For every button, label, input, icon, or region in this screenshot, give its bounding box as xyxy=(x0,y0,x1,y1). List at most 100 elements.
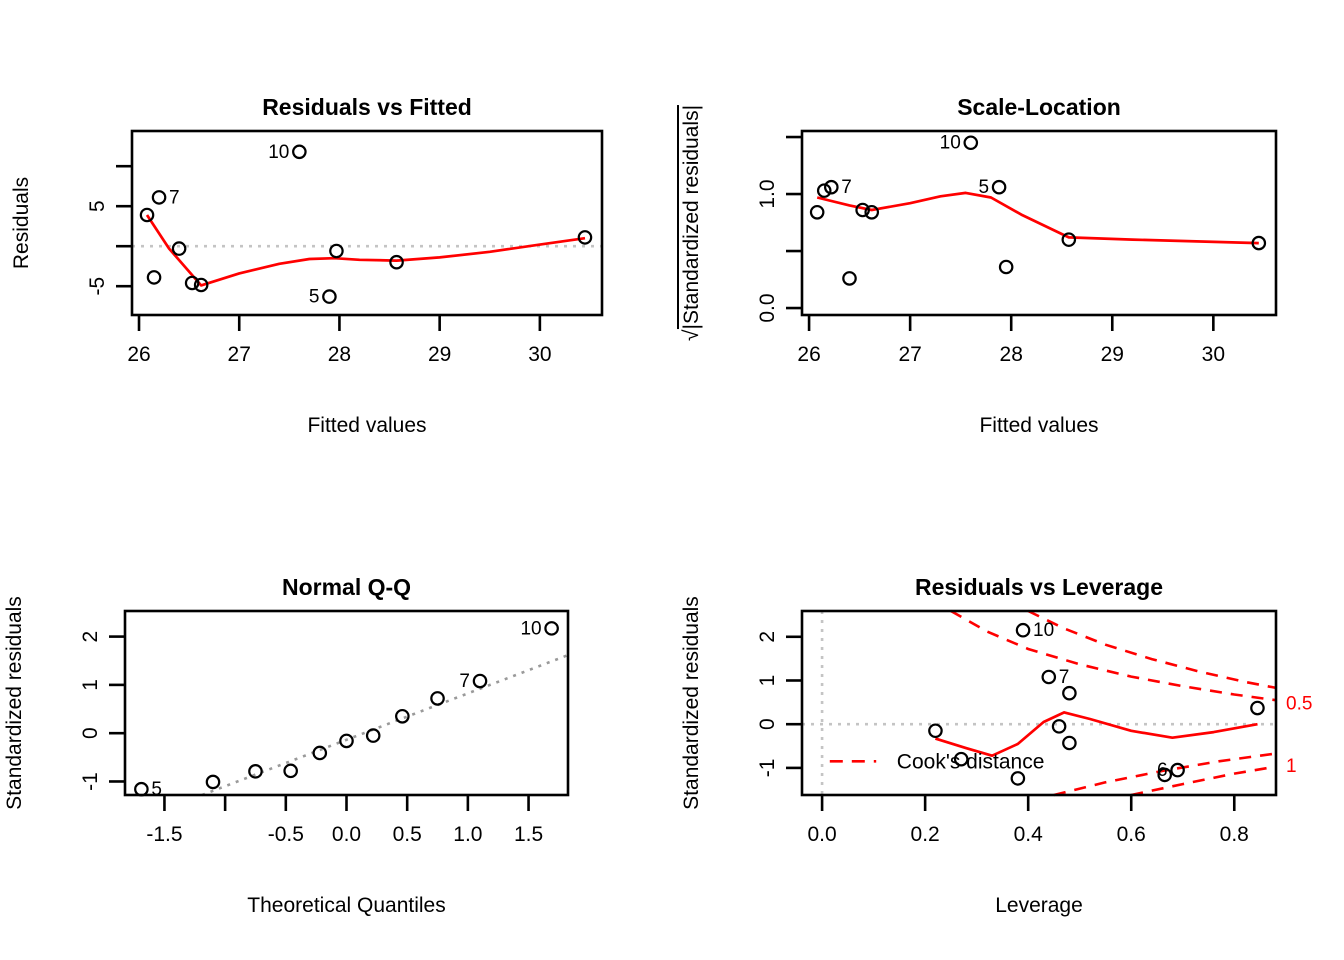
smoother-line xyxy=(935,711,1258,758)
plot-box xyxy=(123,609,570,797)
x-tick-label: 27 xyxy=(228,343,251,366)
data-point xyxy=(292,144,307,160)
data-point xyxy=(139,207,155,223)
data-point xyxy=(842,271,857,286)
x-tick-label: 29 xyxy=(1101,343,1124,366)
data-point xyxy=(998,259,1014,275)
legend-label-cooks-distance: Cook's distance xyxy=(897,750,1045,773)
data-point xyxy=(472,673,488,689)
point-label-7: 7 xyxy=(841,177,852,198)
data-point xyxy=(389,254,404,270)
y-axis-label-sqrt-std-residuals: √|Standardized residuals| xyxy=(677,104,704,341)
point-label-7: 7 xyxy=(459,671,470,692)
data-point xyxy=(816,183,832,198)
data-point xyxy=(312,745,328,761)
y-tick-label: 0.0 xyxy=(756,293,779,322)
y-tick-label: 0 xyxy=(79,727,102,739)
x-axis-label-theoretical-quantiles: Theoretical Quantiles xyxy=(247,894,446,917)
contour-label-1: 1 xyxy=(1286,756,1297,777)
data-point xyxy=(1015,622,1031,638)
y-tick-label: -5 xyxy=(86,277,109,296)
panel-normal-qq: -1.5 -0.5 0.0 0.5 1.0 1.5 -1 0 1 2 5 7 10 xyxy=(79,609,570,846)
contour-label-0.5: 0.5 xyxy=(1286,693,1312,714)
x-tick-label: 0.6 xyxy=(1117,823,1146,846)
x-tick-label: 26 xyxy=(797,343,820,366)
data-point xyxy=(1010,771,1026,786)
data-point xyxy=(146,270,162,285)
x-axis-label-leverage: Leverage xyxy=(995,894,1083,917)
y-axis-label-residuals: Residuals xyxy=(10,176,33,270)
data-point xyxy=(1062,735,1077,751)
x-axis-label-fitted-values-1: Fitted values xyxy=(307,414,427,437)
data-point xyxy=(184,275,200,291)
data-point xyxy=(339,733,354,749)
data-point xyxy=(928,723,943,739)
panel-residuals-vs-leverage: 0.0 0.2 0.4 0.6 0.8 -1 0 1 2 10 7 6 0.5 1 Cook's dista… xyxy=(756,609,1312,846)
data-point xyxy=(329,243,344,259)
y-tick-label: 5 xyxy=(86,200,109,212)
data-point xyxy=(855,202,870,218)
x-tick-label: 29 xyxy=(428,343,451,366)
data-point xyxy=(1251,235,1267,251)
data-point xyxy=(953,751,969,767)
y-tick-label: 2 xyxy=(756,631,779,643)
data-point xyxy=(1041,669,1057,685)
data-point xyxy=(395,708,410,724)
x-tick-label: 26 xyxy=(127,343,150,366)
panel-residuals-vs-fitted: 26 27 28 29 30 -5 5 7 10 5 xyxy=(86,129,604,366)
data-point xyxy=(864,204,880,220)
smoother-line xyxy=(816,191,1259,245)
point-label-10: 10 xyxy=(268,142,289,163)
point-label-5: 5 xyxy=(309,287,320,308)
data-point xyxy=(430,691,445,706)
plot-box xyxy=(800,609,1278,797)
x-tick-label: -0.5 xyxy=(268,823,304,846)
x-tick-label: 1.5 xyxy=(514,823,543,846)
cooks-distance-contour-1 xyxy=(1027,609,1277,690)
data-point xyxy=(322,289,337,304)
x-axis-label-fitted-values-2: Fitted values xyxy=(979,414,1099,437)
data-point xyxy=(577,230,593,245)
point-label-5: 5 xyxy=(979,177,990,198)
data-point xyxy=(1062,685,1077,701)
data-point xyxy=(134,781,149,797)
qq-reference-line xyxy=(201,653,569,797)
point-label-10: 10 xyxy=(520,618,541,639)
y-tick-label: 0 xyxy=(756,718,779,730)
data-point xyxy=(171,241,187,256)
y-axis-label-standardized-residuals-2: Standardized residuals xyxy=(680,596,703,810)
cooks-distance-contour-0.5 xyxy=(1053,752,1277,797)
y-axis-label-standardized-residuals-1: Standardized residuals xyxy=(3,596,26,810)
x-tick-label: 0.4 xyxy=(1014,823,1044,846)
x-tick-label: 0.2 xyxy=(911,823,940,846)
data-point xyxy=(193,277,209,293)
data-point xyxy=(283,763,298,779)
x-tick-label: -1.5 xyxy=(146,823,182,846)
y-tick-label: -1 xyxy=(79,772,102,791)
data-point xyxy=(991,179,1007,195)
data-point xyxy=(824,179,839,195)
cooks-distance-contour-0.5 xyxy=(950,609,1277,702)
data-point xyxy=(365,728,381,743)
data-point xyxy=(248,764,263,779)
data-point xyxy=(205,774,221,790)
cooks-distance-contour-1 xyxy=(1130,765,1277,797)
x-tick-label: 28 xyxy=(1000,343,1023,366)
point-label-7: 7 xyxy=(169,187,180,208)
y-tick-label: 1 xyxy=(79,679,102,691)
x-tick-label: 1.0 xyxy=(453,823,482,846)
panel-scale-location: 26 27 28 29 30 0.0 1.0 7 10 5 xyxy=(756,129,1278,366)
x-tick-label: 28 xyxy=(328,343,351,366)
point-label-10: 10 xyxy=(940,133,961,154)
data-point xyxy=(1170,762,1185,778)
x-tick-label: 30 xyxy=(1202,343,1225,366)
panel-title-scale-location: Scale-Location xyxy=(957,94,1121,120)
plot-box xyxy=(130,129,604,317)
data-point xyxy=(963,135,979,151)
panel-title-normal-qq: Normal Q-Q xyxy=(281,574,412,600)
point-label-7: 7 xyxy=(1059,667,1070,688)
point-label-10: 10 xyxy=(1033,620,1054,641)
data-point xyxy=(1061,232,1077,247)
